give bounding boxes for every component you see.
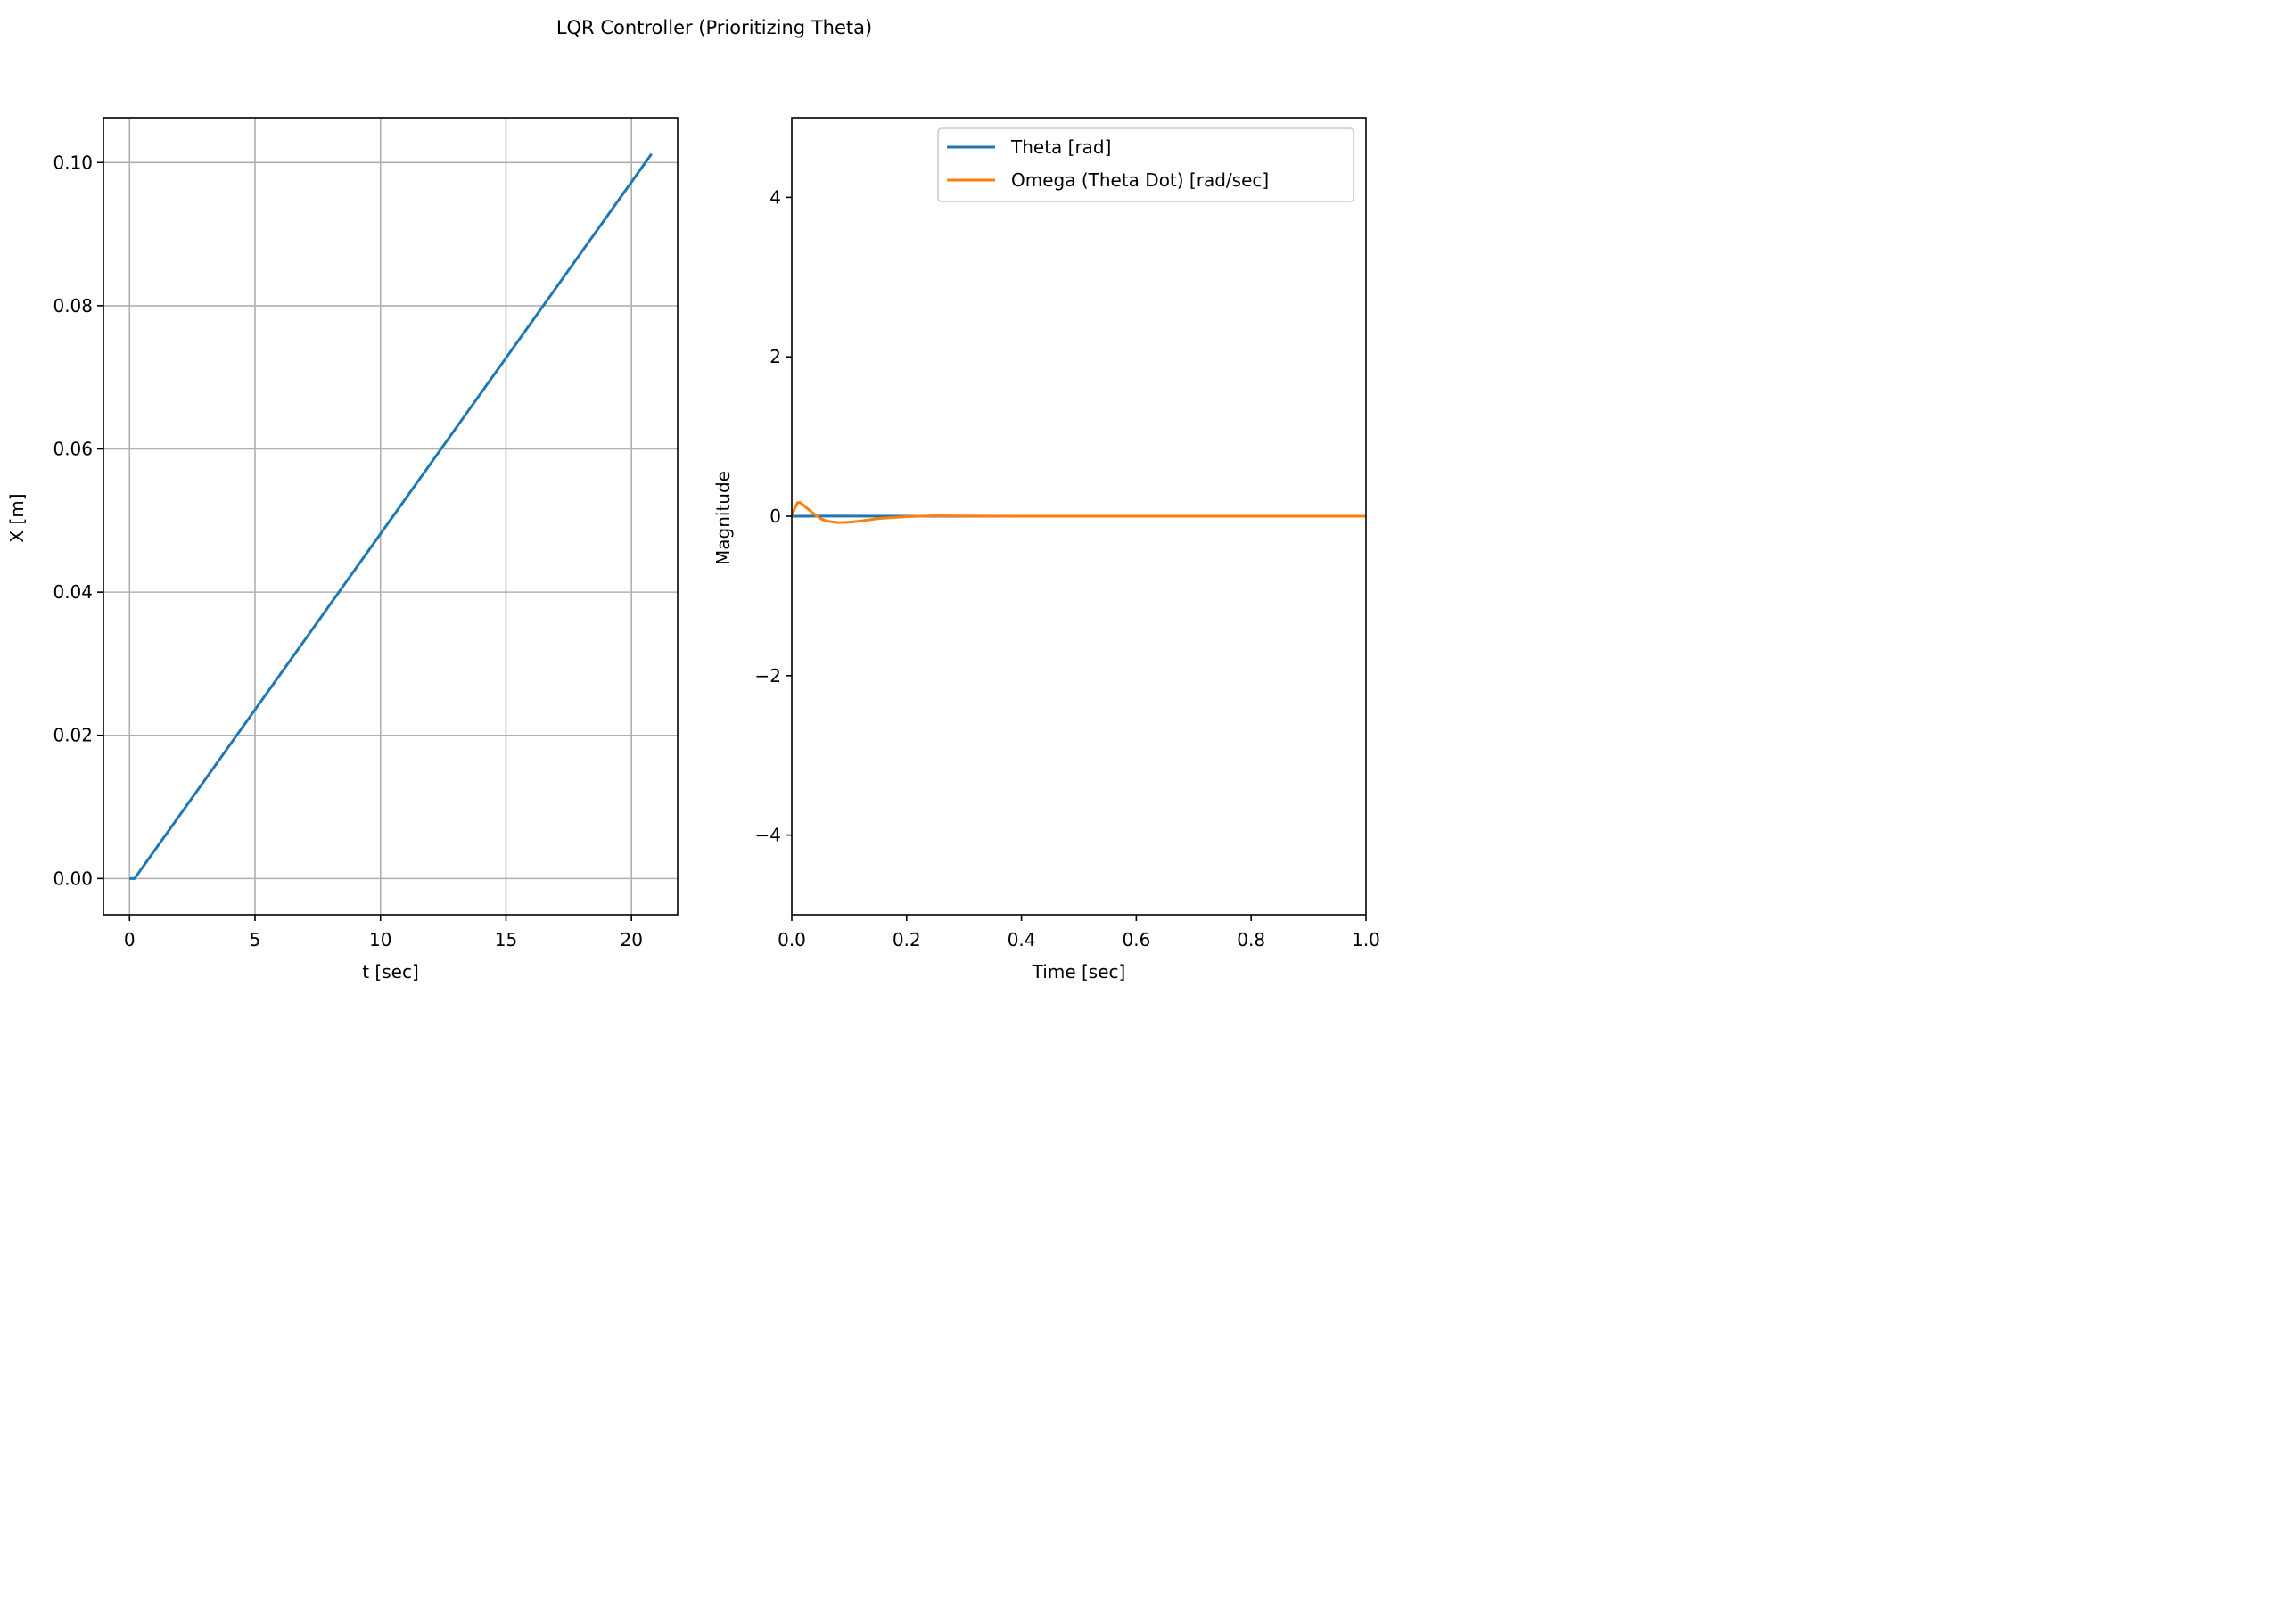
y-tick-label: 0 [769, 506, 781, 527]
series-line-omega [792, 501, 1366, 524]
x-tick-label: 5 [250, 929, 261, 950]
y-axis-label: X [m] [6, 493, 28, 542]
x-tick-label: 0.2 [893, 929, 921, 950]
legend-label: Theta [rad] [1010, 136, 1111, 158]
y-tick-label: −4 [755, 825, 781, 846]
figure: LQR Controller (Prioritizing Theta) 0 5 10… [0, 0, 1404, 991]
x-tick-label: 0 [124, 929, 136, 950]
y-tick-label: 0.04 [53, 581, 93, 603]
x-tick-label: 0.6 [1122, 929, 1150, 950]
x-tick-label: 20 [620, 929, 642, 950]
axes-frame [103, 117, 679, 916]
plot-left: 0 5 10 15 20 0.00 0.02 0.04 0.06 0.08 0.10 t [sec] X… [6, 117, 679, 983]
y-axis-label: Magnitude [712, 471, 734, 565]
figure-title: LQR Controller (Prioritizing Theta) [556, 17, 872, 38]
y-tick-label: 0.02 [53, 725, 93, 746]
series-line-0 [129, 152, 653, 880]
x-tick-label: 0.0 [778, 929, 806, 950]
y-tick-label: 0.00 [53, 868, 93, 889]
legend: Theta [rad] Omega (Theta Dot) [rad/sec] [937, 127, 1354, 202]
y-tick-label: 0.06 [53, 439, 93, 460]
y-tick-label: 0.08 [53, 295, 93, 317]
plot-right: 0.0 0.2 0.4 0.6 0.8 1.0 −4 −2 0 2 4 Time [sec] Magni… [712, 117, 1380, 983]
x-tick-label: 0.4 [1008, 929, 1036, 950]
x-tick-label: 1.0 [1352, 929, 1380, 950]
y-tick-label: −2 [755, 665, 781, 687]
x-axis-label: t [sec] [362, 961, 419, 983]
x-axis-label: Time [sec] [1032, 961, 1126, 983]
legend-label: Omega (Theta Dot) [rad/sec] [1011, 169, 1269, 191]
x-tick-label: 0.8 [1237, 929, 1265, 950]
y-tick-label: 0.10 [53, 152, 93, 173]
y-tick-label: 4 [769, 186, 781, 208]
y-tick-label: 2 [769, 346, 781, 367]
x-tick-label: 15 [495, 929, 517, 950]
legend-box [937, 127, 1354, 202]
x-tick-label: 10 [369, 929, 391, 950]
